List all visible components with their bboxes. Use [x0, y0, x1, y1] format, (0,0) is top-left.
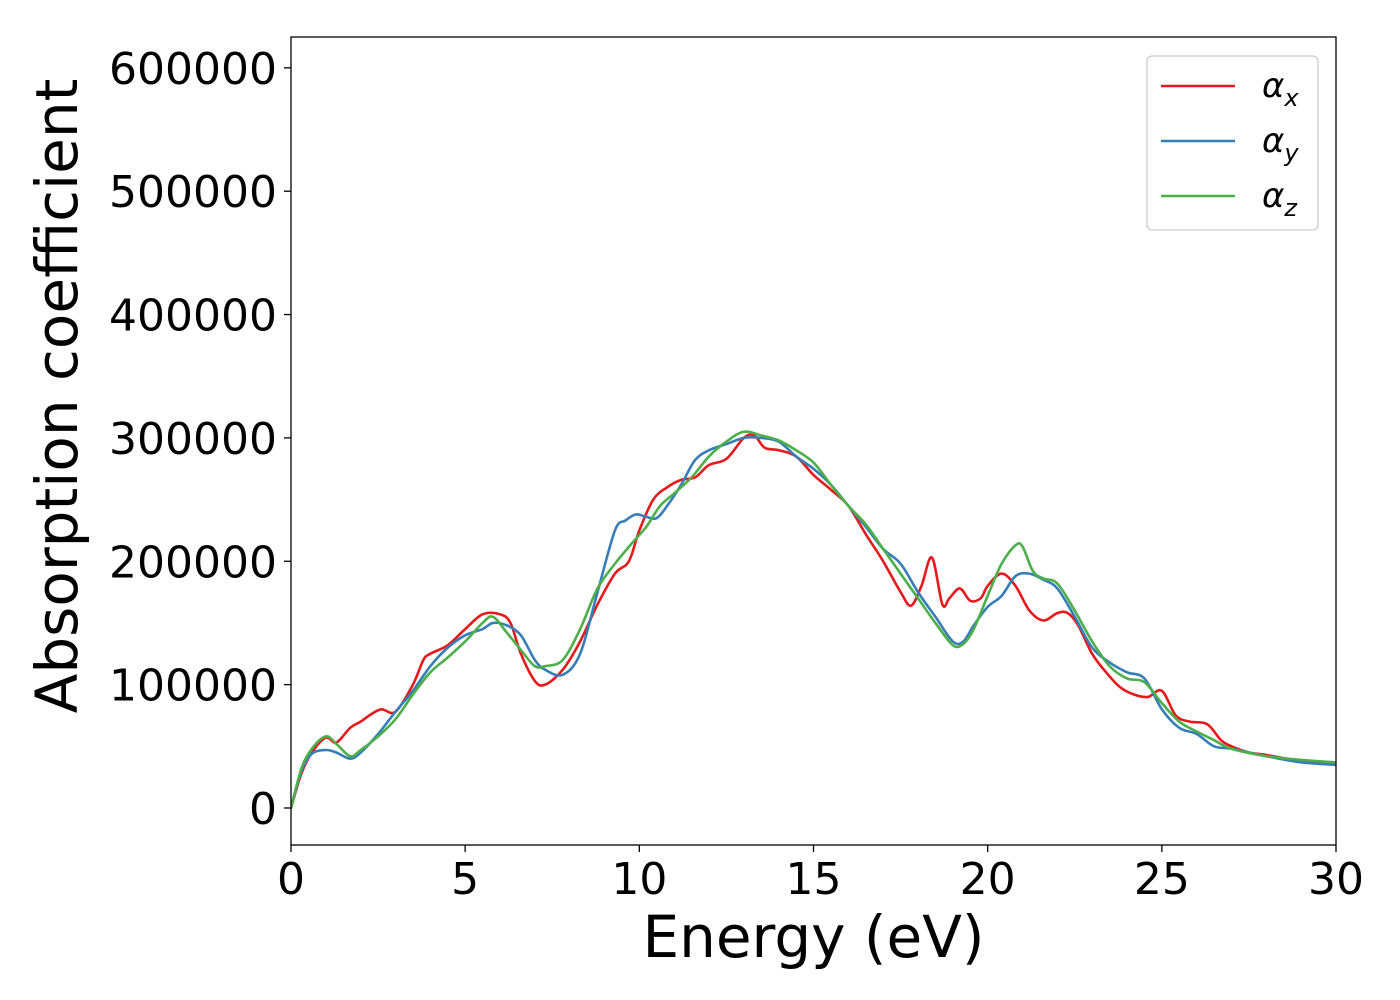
plot-lines — [291, 430, 1336, 810]
y-tick-label: 100000 — [109, 661, 277, 712]
x-tick-label: 10 — [611, 854, 667, 905]
x-tick-label: 25 — [1134, 854, 1190, 905]
x-tick-label: 30 — [1308, 854, 1364, 905]
y-tick-label: 400000 — [109, 291, 277, 342]
series-line-z — [291, 430, 1336, 810]
x-axis: 0 5 10 15 20 25 30 — [277, 845, 1364, 905]
x-tick-label: 0 — [277, 854, 305, 905]
legend-box — [1146, 55, 1319, 231]
y-tick-label: 0 — [249, 784, 277, 835]
series-line-y — [291, 436, 1336, 810]
x-axis-label: Energy (eV) — [642, 903, 984, 971]
x-tick-label: 20 — [960, 854, 1016, 905]
y-axis-label: Absorption coefficient — [23, 79, 91, 714]
x-tick-label: 5 — [451, 854, 479, 905]
y-tick-label: 200000 — [109, 537, 277, 588]
y-tick-label: 600000 — [109, 44, 277, 95]
y-tick-label: 500000 — [109, 167, 277, 218]
y-axis: 0 100000 200000 300000 400000 500000 600000 — [109, 44, 291, 835]
x-tick-label: 15 — [786, 854, 842, 905]
series-line-x — [291, 433, 1336, 810]
y-tick-label: 300000 — [109, 414, 277, 465]
